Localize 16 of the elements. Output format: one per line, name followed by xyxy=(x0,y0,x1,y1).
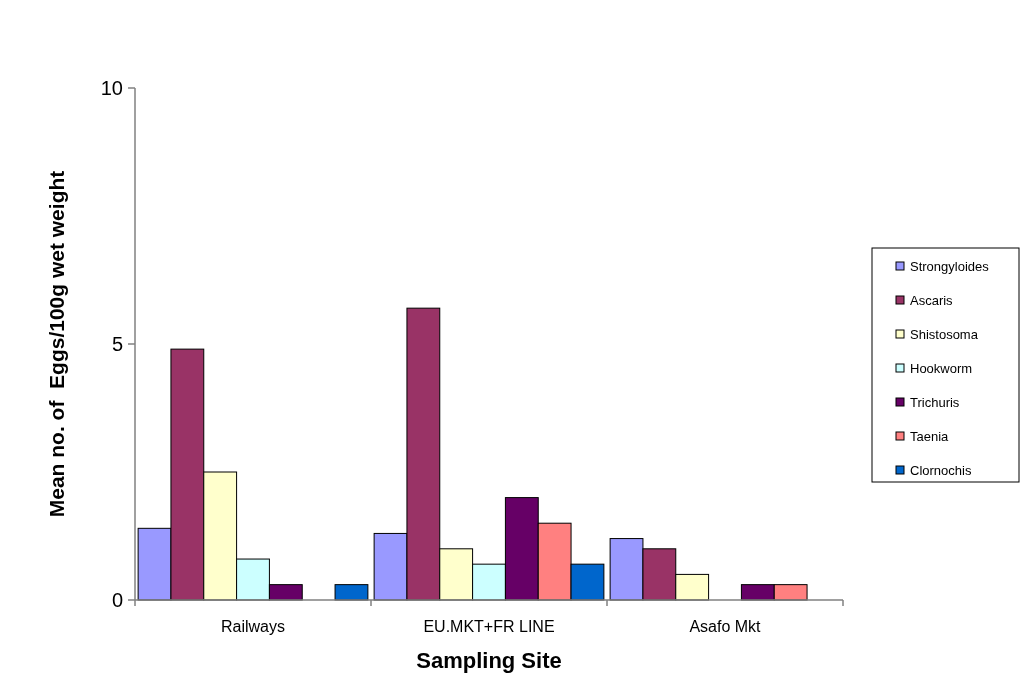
legend-label: Hookworm xyxy=(910,360,973,376)
y-tick-label: 0 xyxy=(111,589,123,611)
x-tick-label: Railways xyxy=(220,618,286,635)
legend-label: Taenia xyxy=(910,428,950,444)
y-tick-label: 5 xyxy=(111,333,123,355)
x-tick-label: Asafo Mkt xyxy=(689,618,762,635)
x-axis-title: Sampling Site xyxy=(416,648,562,673)
y-axis-title: Mean no. of Eggs/100g wet weight xyxy=(45,170,68,518)
y-tick-label: 10 xyxy=(100,77,123,99)
legend-label: Ascaris xyxy=(910,292,954,308)
legend-label: Clornochis xyxy=(910,462,972,478)
legend-label: Trichuris xyxy=(910,394,960,410)
legend-label: Strongyloides xyxy=(910,258,990,274)
bar xyxy=(334,584,369,601)
x-tick-label: EU.MKT+FR LINE xyxy=(423,618,555,635)
legend-label: Shistosoma xyxy=(910,326,979,342)
